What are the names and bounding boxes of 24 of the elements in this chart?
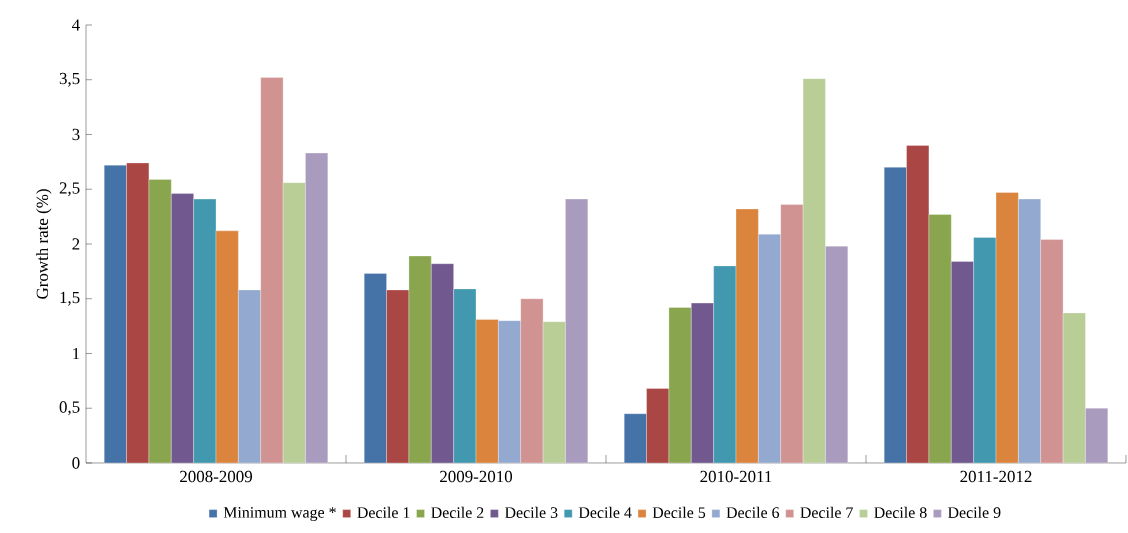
legend-label: Minimum wage * [223, 507, 336, 522]
legend-label: Decile 2 [431, 506, 484, 518]
legend-label: Decile 1 [357, 506, 410, 518]
legend-label: Decile 7 [800, 506, 853, 518]
legend-label: Decile 3 [504, 506, 558, 518]
y-tick-label: 4 [72, 19, 80, 31]
legend-label: Decile 5 [652, 506, 706, 518]
legend-label: Decile 6 [726, 506, 780, 518]
legend-label: Decile 8 [874, 506, 927, 518]
x-tick-label: 2010-2011 [700, 470, 772, 483]
y-axis-title: Growth rate (%) [36, 189, 52, 299]
legend-label: Decile 4 [578, 506, 632, 518]
x-tick-label: 2009-2010 [440, 470, 513, 483]
y-tick-label: 2 [72, 238, 80, 250]
y-tick-label: 0,5 [59, 401, 80, 416]
legend-label: Decile 9 [947, 506, 1001, 518]
y-tick-label: 1 [73, 347, 80, 360]
y-tick-label: 2,5 [59, 182, 80, 197]
y-tick-label: 1,5 [60, 291, 80, 306]
x-tick-label: 2008-2009 [180, 470, 253, 483]
y-tick-label: 3 [72, 128, 80, 141]
y-tick-label: 0 [72, 457, 80, 469]
y-tick-label: 3,5 [59, 72, 80, 87]
x-tick-label: 2011-2012 [960, 470, 1032, 483]
